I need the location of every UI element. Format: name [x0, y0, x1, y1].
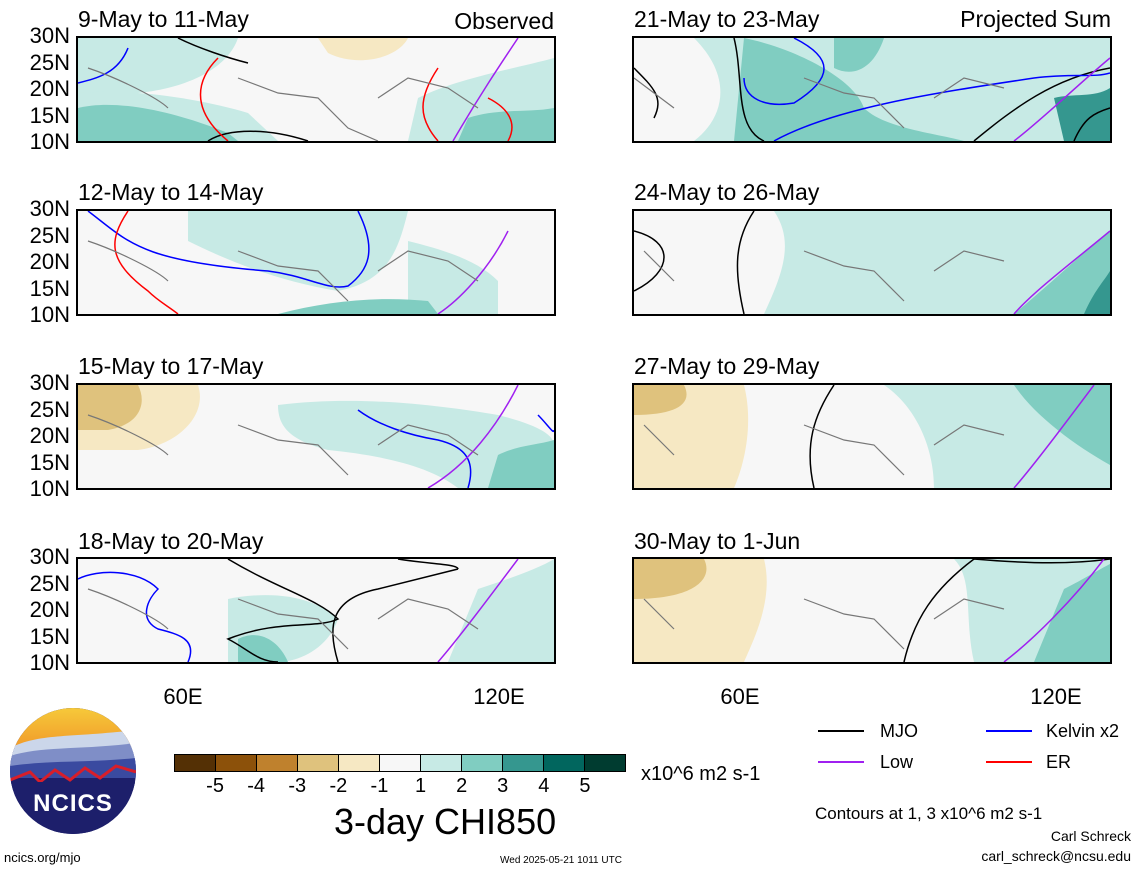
- colorbar-swatch: [584, 755, 625, 771]
- lat-label-15n-row2: 15N: [29, 275, 70, 301]
- lat-label-10n-row4: 10N: [29, 650, 70, 675]
- map-panel-7: [76, 557, 556, 664]
- colorbar-units: x10^6 m2 s-1: [641, 763, 761, 785]
- lat-label-10n-row2: 10N: [29, 302, 70, 327]
- legend-label-low: Low: [880, 752, 914, 772]
- lon-label-60e-right: 60E: [720, 684, 760, 709]
- ncics-logo: NCICS: [10, 708, 136, 834]
- colorbar-swatch: [420, 755, 461, 771]
- panel-title-8: 30-May to 1-Jun: [634, 528, 801, 554]
- lat-label-30n-row1: 30N: [29, 23, 70, 48]
- lat-label-25n-row4: 25N: [29, 570, 70, 596]
- legend-label-mjo: MJO: [880, 721, 918, 741]
- panel-title-5: 15-May to 17-May: [78, 353, 264, 379]
- lon-label-120e-left: 120E: [473, 684, 525, 709]
- lat-label-20n-row1: 20N: [29, 76, 70, 101]
- figure-title: 3-day CHI850: [334, 801, 557, 842]
- panel-title-3: 12-May to 14-May: [78, 179, 264, 205]
- panel-tag-projected: Projected Sum: [960, 6, 1111, 32]
- colorbar-label: -4: [247, 775, 266, 797]
- panel-title-4: 24-May to 26-May: [634, 179, 820, 205]
- author-name: Carl Schreck: [1050, 828, 1131, 844]
- panel-title-2: 21-May to 23-May: [634, 6, 820, 32]
- colorbar-label: 4: [538, 775, 550, 797]
- colorbar-swatch: [256, 755, 297, 771]
- site-url: ncics.org/mjo: [4, 850, 81, 865]
- colorbar: [174, 754, 626, 772]
- colorbar-swatch: [215, 755, 256, 771]
- colorbar-swatch: [461, 755, 502, 771]
- colorbar-label: 2: [456, 775, 468, 797]
- colorbar-label: -5: [206, 775, 224, 797]
- colorbar-label: -2: [329, 775, 348, 797]
- colorbar-swatch: [379, 755, 420, 771]
- colorbar-swatch: [502, 755, 543, 771]
- map-panel-3: [76, 209, 556, 316]
- lat-label-15n-row3: 15N: [29, 449, 70, 475]
- panel-tag-observed: Observed: [454, 8, 554, 34]
- legend-line-er: [986, 761, 1032, 763]
- lon-label-120e-right: 120E: [1030, 684, 1082, 709]
- legend-line-low: [818, 761, 864, 763]
- map-panel-4: [632, 209, 1112, 316]
- lat-label-10n-row3: 10N: [29, 476, 70, 501]
- colorbar-label: -1: [370, 775, 389, 797]
- lat-label-10n-row1: 10N: [29, 129, 70, 154]
- lat-label-15n-row1: 15N: [29, 102, 70, 128]
- lat-label-20n-row2: 20N: [29, 249, 70, 274]
- legend-line-kelvin: [986, 730, 1032, 732]
- lat-label-25n-row3: 25N: [29, 396, 70, 422]
- panel-title-6: 27-May to 29-May: [634, 353, 820, 379]
- colorbar-swatch: [543, 755, 584, 771]
- colorbar-swatch: [338, 755, 379, 771]
- map-panel-2: [632, 36, 1112, 143]
- legend-label-kelvin: Kelvin x2: [1046, 721, 1120, 741]
- colorbar-label: 3: [497, 775, 509, 797]
- lat-label-20n-row4: 20N: [29, 597, 70, 622]
- lat-label-30n-row4: 30N: [29, 544, 70, 569]
- lat-label-25n-row2: 25N: [29, 222, 70, 248]
- lat-label-25n-row1: 25N: [29, 49, 70, 75]
- contour-note: Contours at 1, 3 x10^6 m2 s-1: [815, 804, 1043, 823]
- legend-label-er: ER: [1046, 752, 1072, 772]
- panel-title-7: 18-May to 20-May: [78, 528, 264, 554]
- author-email: carl_schreck@ncsu.edu: [981, 848, 1131, 864]
- colorbar-label: 1: [414, 775, 427, 797]
- colorbar-label: -3: [288, 775, 307, 797]
- timestamp: Wed 2025-05-21 1011 UTC: [500, 855, 622, 866]
- logo-text: NCICS: [33, 790, 113, 817]
- map-panel-5: [76, 383, 556, 490]
- map-panel-1: [76, 36, 556, 143]
- lon-label-60e-left: 60E: [163, 684, 203, 709]
- lat-label-15n-row4: 15N: [29, 623, 70, 649]
- lat-label-20n-row3: 20N: [29, 423, 70, 448]
- map-panel-6: [632, 383, 1112, 490]
- lat-label-30n-row2: 30N: [29, 196, 70, 221]
- legend-line-mjo: [818, 730, 864, 732]
- colorbar-swatch: [175, 755, 215, 771]
- colorbar-label: 5: [579, 775, 591, 797]
- map-panel-8: [632, 557, 1112, 664]
- panel-title-1: 9-May to 11-May: [78, 6, 249, 32]
- lat-label-30n-row3: 30N: [29, 370, 70, 395]
- colorbar-swatch: [297, 755, 338, 771]
